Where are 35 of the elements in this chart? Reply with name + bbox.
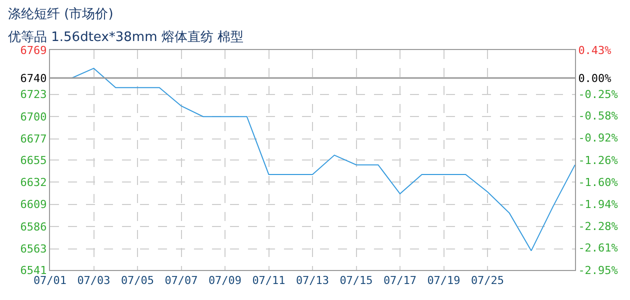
x-tick-label: 07/07 xyxy=(164,274,198,288)
x-tick-label: 07/05 xyxy=(120,274,154,288)
y2-tick-label: 0.00% xyxy=(578,72,612,85)
x-tick-label: 07/09 xyxy=(208,274,242,288)
y-tick-label: 6541 xyxy=(20,264,47,277)
x-tick-label: 07/13 xyxy=(296,274,330,288)
x-tick-label: 07/01 xyxy=(33,274,67,288)
y-tick-label: 6563 xyxy=(20,242,47,256)
y2-tick-label: -1.60% xyxy=(578,176,618,189)
x-tick-label: 07/03 xyxy=(77,274,110,288)
y2-tick-label: -0.25% xyxy=(578,88,618,102)
y-tick-label: 6655 xyxy=(20,154,47,167)
y2-tick-label: -2.61% xyxy=(578,242,618,255)
x-tick-label: 07/25 xyxy=(470,274,504,288)
y2-tick-label: -0.92% xyxy=(578,132,618,145)
y2-tick-label: -1.94% xyxy=(578,198,618,212)
y-tick-label: 6769 xyxy=(20,44,47,57)
y-tick-label: 6586 xyxy=(20,220,47,234)
y-tick-label: 6609 xyxy=(20,198,47,212)
x-tick-label: 07/15 xyxy=(340,274,373,288)
x-tick-label: 07/11 xyxy=(252,274,286,288)
y-tick-label: 6632 xyxy=(20,176,47,190)
y-tick-label: 6677 xyxy=(20,132,47,146)
y2-tick-label: 0.43% xyxy=(578,44,612,57)
y-tick-label: 6740 xyxy=(20,72,47,85)
y-tick-label: 6700 xyxy=(20,110,47,124)
y2-tick-label: -2.28% xyxy=(578,220,618,234)
y2-tick-label: -2.95% xyxy=(578,264,618,277)
chart-title: 涤纶短纤 (市场价) xyxy=(8,6,114,23)
y2-tick-label: -0.58% xyxy=(578,110,618,123)
y-tick-label: 6723 xyxy=(20,88,47,102)
y2-tick-label: -1.26% xyxy=(578,154,618,167)
x-tick-label: 07/19 xyxy=(427,274,460,288)
chart-subtitle: 优等品 1.56dtex*38mm 熔体直纺 棉型 xyxy=(8,29,244,46)
x-tick-label: 07/17 xyxy=(383,274,417,288)
